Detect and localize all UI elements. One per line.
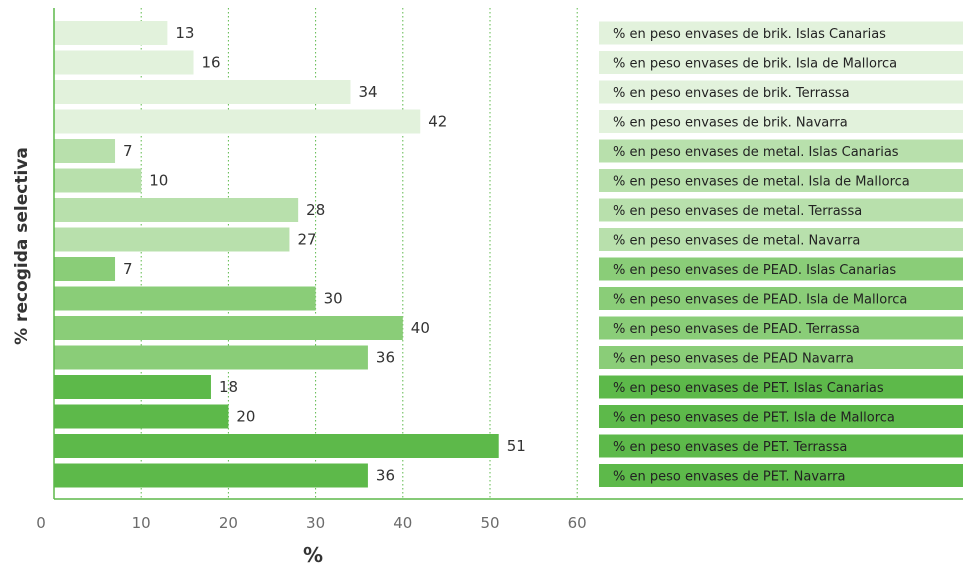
legend-label: % en peso envases de metal. Islas Canari… — [613, 145, 899, 160]
legend-swatch — [599, 316, 963, 340]
x-tick-label: 20 — [219, 514, 238, 532]
legend-label: % en peso envases de brik. Terrassa — [613, 86, 850, 101]
bar — [54, 404, 229, 429]
value-labels-group: 13 16 34 42 7 10 28 27 7 30 40 36 18 20 51 36 — [123, 24, 526, 485]
legend-label: % en peso envases de PET. Islas Canarias — [613, 381, 884, 396]
bar — [54, 375, 211, 399]
legend-label: % en peso envases de PEAD. Terrassa — [613, 322, 860, 337]
bar — [54, 316, 403, 340]
x-tick-label: 0 — [36, 514, 46, 532]
legend-swatch — [599, 346, 963, 369]
bar — [54, 257, 116, 281]
bar — [54, 227, 290, 252]
x-tick-label: 60 — [568, 514, 587, 532]
bar-value-label: 34 — [358, 83, 377, 101]
bar-value-label: 51 — [507, 437, 526, 455]
legend-label: % en peso envases de metal. Isla de Mall… — [613, 175, 910, 190]
y-axis-title: % recogida selectiva — [12, 147, 32, 345]
x-tick-label: 50 — [480, 514, 499, 532]
bar — [54, 345, 368, 370]
legend-label: % en peso envases de PEAD Navarra — [613, 352, 854, 367]
bar — [54, 139, 116, 163]
bar-value-label: 36 — [376, 349, 395, 367]
x-tick-label: 30 — [306, 514, 325, 532]
bar-value-label: 20 — [236, 408, 255, 426]
x-axis-title: % — [303, 543, 323, 567]
legend-swatch — [599, 80, 963, 104]
bar-value-label: 40 — [411, 319, 430, 337]
bar-value-label: 7 — [123, 260, 133, 278]
legend-swatch — [599, 51, 963, 74]
bar-value-label: 18 — [219, 378, 238, 396]
legend-swatch — [599, 405, 963, 428]
bar-value-label: 16 — [202, 54, 221, 72]
legend-swatch — [599, 257, 963, 281]
bar-value-label: 36 — [376, 467, 395, 485]
legend-swatch — [599, 464, 963, 487]
bar-value-label: 13 — [175, 24, 194, 42]
legend-label: % en peso envases de PEAD. Islas Canaria… — [613, 263, 896, 278]
bar — [54, 463, 368, 488]
bar — [54, 80, 351, 104]
bar — [54, 434, 499, 458]
bar-value-label: 42 — [428, 113, 447, 131]
axes — [53, 8, 963, 500]
legend-label: % en peso envases de metal. Navarra — [613, 234, 860, 249]
legend-swatch — [599, 287, 963, 310]
bar-value-label: 30 — [324, 290, 343, 308]
bar-value-label: 10 — [149, 172, 168, 190]
legend-label: % en peso envases de PET. Navarra — [613, 470, 845, 485]
bar — [54, 286, 316, 311]
legend-label: % en peso envases de PET. Isla de Mallor… — [613, 411, 895, 426]
bar — [54, 109, 421, 134]
bar — [54, 168, 142, 193]
bar-value-label: 7 — [123, 142, 133, 160]
x-tick-label: 40 — [393, 514, 412, 532]
legend-label: % en peso envases de PEAD. Isla de Mallo… — [613, 293, 907, 308]
bars-group — [54, 21, 499, 488]
legend-label: % en peso envases de PET. Terrassa — [613, 440, 847, 455]
legend-label: % en peso envases de metal. Terrassa — [613, 204, 862, 219]
legend-swatch — [599, 110, 963, 133]
x-tick-label: 10 — [132, 514, 151, 532]
legend-swatch — [599, 228, 963, 251]
legend-swatch — [599, 21, 963, 45]
legend-label: % en peso envases de brik. Navarra — [613, 116, 848, 131]
bar — [54, 198, 299, 222]
bar — [54, 50, 194, 75]
legend-label: % en peso envases de brik. Isla de Mallo… — [613, 57, 897, 72]
legend: % en peso envases de brik. Islas Canaria… — [599, 21, 963, 487]
bar — [54, 21, 168, 45]
x-tick-labels: 0 10 20 30 40 50 60 — [36, 514, 587, 532]
legend-swatch — [599, 169, 963, 192]
legend-label: % en peso envases de brik. Islas Canaria… — [613, 27, 886, 42]
legend-swatch — [599, 434, 963, 458]
bar-value-label: 28 — [306, 201, 325, 219]
legend-swatch — [599, 139, 963, 163]
legend-swatch — [599, 375, 963, 399]
bar-value-label: 27 — [297, 231, 316, 249]
legend-swatch — [599, 198, 963, 222]
